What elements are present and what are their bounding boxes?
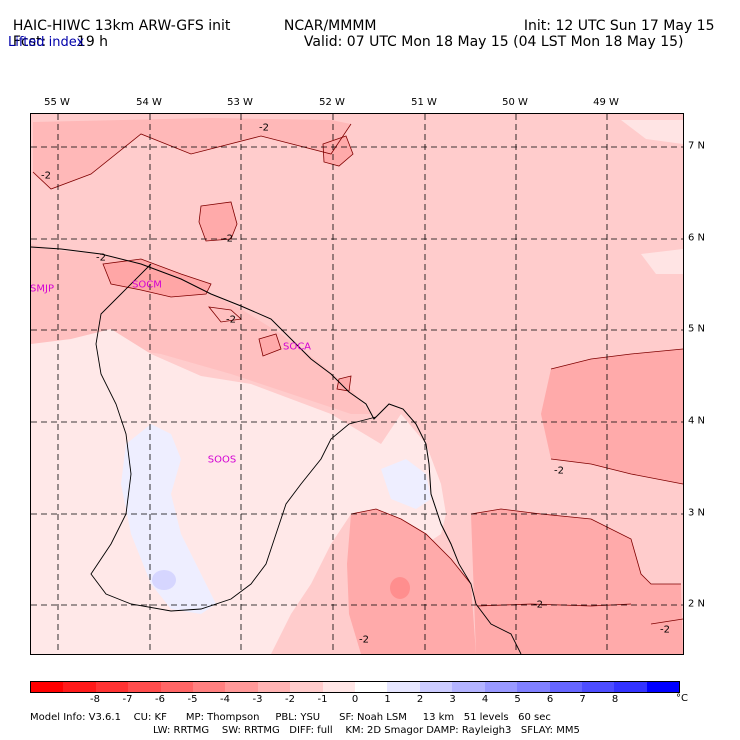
field-ne-weak xyxy=(641,249,683,274)
colorbar-tick-label: -4 xyxy=(220,694,230,705)
colorbar-swatch xyxy=(63,682,96,692)
station-label: SMJP xyxy=(30,283,54,295)
colorbar-swatch xyxy=(31,682,64,692)
contour-label: -2 xyxy=(41,170,51,182)
lon-label: 49 W xyxy=(593,97,619,108)
colorbar-swatch xyxy=(193,682,226,692)
model-title: HAIC-HIWC 13km ARW-GFS init xyxy=(12,18,231,34)
colorbar-ticks: -8 -7 -6 -5 -4 -3 -2 -1 0 1 2 3 4 5 6 7 8 xyxy=(30,693,680,707)
lat-label: 4 N xyxy=(688,415,706,427)
colorbar-swatch xyxy=(257,682,291,692)
org-title: NCAR/MMMM xyxy=(283,18,377,34)
field-positive-west xyxy=(121,424,216,614)
station-label: SOOS xyxy=(207,454,237,466)
lat-label: 7 N xyxy=(688,140,706,152)
contour-label: -2 xyxy=(554,465,564,477)
lat-label: 2 N xyxy=(688,598,706,610)
colorbar-tick-label: 0 xyxy=(351,694,359,705)
contour-label: -2 xyxy=(259,122,269,134)
colorbar-swatch xyxy=(581,682,615,692)
lat-label: 3 N xyxy=(688,507,706,519)
colorbar-tick-label: -6 xyxy=(155,694,165,705)
colorbar-swatch xyxy=(646,682,680,692)
valid-time: Valid: 07 UTC Mon 18 May 15 (04 LST Mon … xyxy=(303,34,684,50)
init-time: Init: 12 UTC Sun 17 May 15 xyxy=(523,18,715,34)
colorbar-swatch xyxy=(517,682,550,692)
field-ne-weak xyxy=(621,120,683,144)
colorbar xyxy=(30,681,680,693)
fcst-value: 19 h xyxy=(76,34,109,50)
station-label: SOCA xyxy=(282,341,312,353)
colorbar-tick-label: -3 xyxy=(252,694,263,705)
border-lines xyxy=(90,263,522,654)
lon-label: 52 W xyxy=(319,97,345,108)
contour-label: -2 xyxy=(533,599,543,611)
colorbar-tick-label: 5 xyxy=(514,694,521,705)
colorbar-swatch xyxy=(452,682,485,692)
colorbar-swatch xyxy=(160,682,194,692)
colorbar-tick-label: -1 xyxy=(317,694,328,705)
field-se-strong xyxy=(471,509,683,654)
fcst-label: Fcst: xyxy=(12,34,47,50)
field-soca-patch xyxy=(259,334,281,356)
colorbar-swatch xyxy=(484,682,518,692)
colorbar-swatch xyxy=(549,682,582,692)
colorbar-unit: °C xyxy=(676,693,688,704)
field-positive-core xyxy=(152,570,176,590)
map-panel: SMJP SOCM SOCA SOOS -2 -2 -2 -2 -2 -2 -2… xyxy=(30,113,684,655)
colorbar-tick-label: -7 xyxy=(122,694,133,705)
colorbar-tick-label: -5 xyxy=(187,694,198,705)
field-inland-weak xyxy=(31,329,446,654)
colorbar-tick-label: 2 xyxy=(416,694,424,705)
lat-label: 5 N xyxy=(688,323,706,335)
model-info-line2: LW: RRTMG SW: RRTMG DIFF: full KM: 2D Sm… xyxy=(153,725,580,736)
colorbar-tick-label: -2 xyxy=(285,694,295,705)
lat-label: 6 N xyxy=(688,232,706,244)
colorbar-tick-label: 6 xyxy=(546,694,554,705)
field-north-patch xyxy=(199,202,237,241)
colorbar-tick-label: 4 xyxy=(481,694,489,705)
contour-label: -2 xyxy=(660,624,670,636)
field-name: Lifted index xyxy=(8,35,85,50)
contour-label: -2 xyxy=(226,314,236,326)
colorbar-swatch xyxy=(225,682,258,692)
field-south-core xyxy=(390,577,410,599)
lifted-index-map xyxy=(31,114,683,654)
colorbar-tick-label: 1 xyxy=(384,694,391,705)
colorbar-tick-label: -8 xyxy=(90,694,100,705)
field-east-strong xyxy=(541,349,683,484)
lon-label: 54 W xyxy=(136,97,162,108)
field-positive-center xyxy=(381,459,431,509)
field-north-patch xyxy=(323,136,353,166)
colorbar-tick-label: 3 xyxy=(449,694,456,705)
colorbar-tick-label: 8 xyxy=(611,694,619,705)
lon-label: 50 W xyxy=(502,97,528,108)
lon-label: 53 W xyxy=(227,97,253,108)
colorbar-swatch xyxy=(614,682,647,692)
lon-label: 55 W xyxy=(44,97,70,108)
colorbar-swatch xyxy=(355,682,388,692)
colorbar-swatch xyxy=(387,682,420,692)
contour-label: -2 xyxy=(96,252,106,264)
lon-label: 51 W xyxy=(411,97,437,108)
coastline xyxy=(31,246,460,565)
colorbar-swatch xyxy=(290,682,323,692)
colorbar-swatch xyxy=(128,682,161,692)
colorbar-swatch xyxy=(419,682,453,692)
model-info-line1: Model Info: V3.6.1 CU: KF MP: Thompson P… xyxy=(30,712,551,723)
contour-label: -2 xyxy=(359,634,369,646)
field-coastal-band xyxy=(31,244,371,414)
colorbar-swatch xyxy=(322,682,356,692)
colorbar-swatch xyxy=(95,682,129,692)
contour-label: -2 xyxy=(223,233,233,245)
field-coast-patch xyxy=(337,376,351,391)
station-label: SOCM xyxy=(132,279,162,291)
graticule xyxy=(31,114,683,654)
colorbar-tick-label: 7 xyxy=(579,694,586,705)
field-south-strong xyxy=(347,509,476,654)
